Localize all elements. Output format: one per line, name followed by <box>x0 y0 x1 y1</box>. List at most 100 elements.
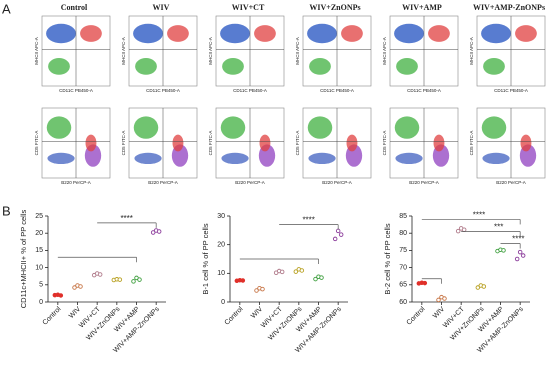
event-cluster <box>433 134 445 152</box>
data-point <box>475 285 481 290</box>
data-point <box>131 279 136 284</box>
event-cluster <box>134 152 162 164</box>
data-point <box>481 284 487 289</box>
column-header: WIV+CT <box>232 3 265 12</box>
column-header: WIV+ZnONPs <box>309 3 360 12</box>
y-axis-label: CD5 FITC-A <box>382 131 387 156</box>
data-point <box>520 253 526 258</box>
event-cluster <box>308 152 336 164</box>
data-point <box>260 286 265 292</box>
significance-label: **** <box>302 216 314 225</box>
data-point <box>240 278 246 283</box>
event-cluster <box>172 134 184 152</box>
x-axis-label: CD11C PB450-A <box>494 88 528 93</box>
event-cluster <box>394 23 425 44</box>
data-point <box>299 268 305 273</box>
x-axis-label: B220 PerCP-A <box>148 180 178 185</box>
data-point <box>58 293 64 298</box>
column-header: WIV+AMP <box>402 3 442 12</box>
event-cluster <box>80 25 102 42</box>
event-cluster <box>47 152 75 164</box>
event-cluster <box>46 116 72 139</box>
data-point <box>150 230 156 235</box>
significance-label: *** <box>494 223 503 232</box>
x-tick-label: WIV <box>68 306 83 321</box>
y-axis-label: MHCII APC-A <box>121 37 126 65</box>
panel-label: A <box>2 1 11 16</box>
x-tick-label: Control <box>224 305 245 326</box>
y-tick-label: 25 <box>35 213 43 220</box>
data-point <box>517 249 523 255</box>
y-tick-label: 10 <box>35 264 43 271</box>
y-axis-label: CD5 FITC-A <box>469 131 474 156</box>
column-header: WIV+AMP-ZnONPs <box>473 3 545 12</box>
event-cluster <box>515 25 537 42</box>
y-axis-title: CD11c+MHCII+ % of PP cells <box>19 210 28 309</box>
data-point <box>436 297 441 303</box>
data-point <box>156 229 162 234</box>
y-axis-label: MHCII APC-A <box>382 37 387 65</box>
y-axis-label: CD5 FITC-A <box>208 131 213 156</box>
y-tick-label: 30 <box>217 213 225 220</box>
event-cluster <box>167 25 189 42</box>
y-tick-label: 70 <box>399 264 407 271</box>
data-point <box>514 256 520 262</box>
event-cluster <box>222 58 244 75</box>
y-tick-label: 75 <box>399 247 407 254</box>
data-point <box>442 296 447 301</box>
significance-label: **** <box>120 214 132 223</box>
event-cluster <box>135 58 157 75</box>
y-tick-label: 0 <box>39 299 43 306</box>
y-axis-label: CD5 FITC-A <box>34 131 39 156</box>
y-tick-label: 60 <box>399 299 407 306</box>
event-cluster <box>220 116 246 139</box>
data-point <box>422 280 428 286</box>
x-axis-label: CD11C PB450-A <box>233 88 267 93</box>
y-tick-label: 80 <box>399 230 407 237</box>
x-tick-label: WIV <box>432 306 447 321</box>
x-axis-label: B220 PerCP-A <box>496 180 526 185</box>
event-cluster <box>221 152 249 164</box>
data-point <box>117 277 123 282</box>
y-axis-title: B-1 cell % of PP cells <box>201 223 210 294</box>
event-cluster <box>396 58 418 75</box>
y-tick-label: 5 <box>39 282 43 289</box>
data-point <box>501 248 506 253</box>
data-point <box>78 284 83 289</box>
x-axis-label: CD11C PB450-A <box>59 88 93 93</box>
panel-label: B <box>2 203 11 218</box>
data-point <box>313 276 318 282</box>
y-axis-label: MHCII APC-A <box>295 37 300 65</box>
significance-label: **** <box>473 211 485 220</box>
y-axis-label: CD5 FITC-A <box>295 131 300 156</box>
y-axis-label: MHCII APC-A <box>34 37 39 65</box>
significance-label: **** <box>512 235 524 244</box>
y-tick-label: 85 <box>399 213 407 220</box>
data-point <box>455 228 461 234</box>
y-tick-label: 10 <box>217 270 225 277</box>
data-point <box>338 232 344 237</box>
x-axis-label: CD11C PB450-A <box>320 88 354 93</box>
column-header: Control <box>61 3 88 12</box>
column-header: WIV <box>153 3 170 12</box>
event-cluster <box>220 23 250 44</box>
event-cluster <box>259 134 271 152</box>
y-tick-label: 0 <box>221 299 225 306</box>
data-point <box>137 277 142 282</box>
event-cluster <box>341 25 363 42</box>
event-cluster <box>346 134 358 152</box>
x-axis-label: CD11C PB450-A <box>146 88 180 93</box>
y-tick-label: 20 <box>217 242 225 249</box>
x-axis-label: B220 PerCP-A <box>409 180 439 185</box>
data-point <box>97 272 103 277</box>
data-point <box>335 228 341 234</box>
y-axis-title: B-2 cell % of PP cells <box>383 223 392 294</box>
event-cluster <box>133 116 159 139</box>
event-cluster <box>428 25 450 42</box>
event-cluster <box>133 23 163 44</box>
x-axis-label: B220 PerCP-A <box>61 180 91 185</box>
event-cluster <box>481 116 507 139</box>
data-point <box>332 236 338 242</box>
event-cluster <box>48 58 70 75</box>
